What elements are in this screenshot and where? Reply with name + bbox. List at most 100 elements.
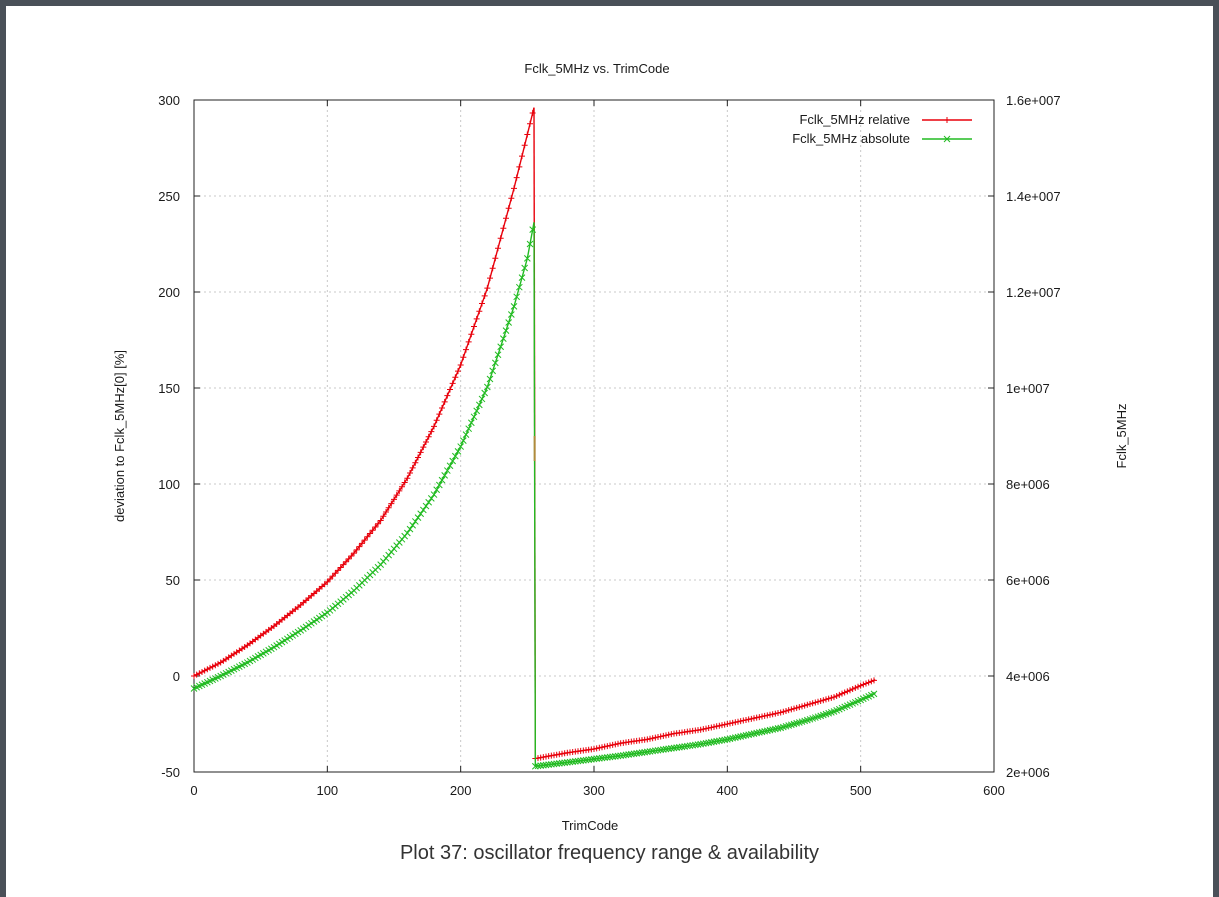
- series-relative-point: [329, 573, 336, 580]
- series-relative-point: [495, 245, 501, 252]
- series-relative-point: [855, 683, 861, 690]
- series-absolute-point: [763, 727, 771, 735]
- series-relative-point: [852, 684, 859, 691]
- series-absolute-point: [689, 741, 697, 749]
- series-absolute-step: [533, 222, 537, 767]
- chart: 0 100 200 300 400 500 600 -50 0 50 100 150 200 250 300…: [112, 61, 1129, 833]
- series-absolute-point: [515, 283, 523, 291]
- y-tick-label: 200: [158, 285, 180, 300]
- series-relative-point: [505, 205, 512, 212]
- series-absolute-point: [441, 472, 449, 479]
- y2-tick-label: 1e+007: [1006, 381, 1050, 396]
- series-absolute-point: [654, 746, 662, 754]
- series-absolute-point: [566, 758, 574, 766]
- series-relative-point: [801, 702, 808, 709]
- series-relative-point: [481, 292, 488, 299]
- series-relative-point: [524, 131, 531, 138]
- series-absolute-point: [715, 737, 723, 745]
- x-tick-label: 400: [716, 783, 738, 798]
- series-absolute-point: [734, 733, 742, 741]
- series-relative-point: [823, 696, 829, 703]
- series-relative-point: [753, 714, 760, 721]
- series-relative-point: [596, 744, 603, 751]
- series-absolute-point: [643, 748, 651, 756]
- series-absolute-point: [598, 754, 606, 762]
- series-relative-point: [369, 527, 376, 534]
- series-relative-point: [212, 662, 219, 669]
- series-relative-point: [449, 380, 456, 387]
- series-relative-point: [431, 423, 437, 430]
- series-relative-point: [348, 553, 355, 559]
- series-relative-point: [463, 346, 469, 353]
- series-relative-point: [831, 694, 837, 701]
- series-relative-point: [404, 475, 411, 482]
- legend: Fclk_5MHz relative Fclk_5MHz absolute: [792, 112, 972, 146]
- series-absolute-point: [499, 335, 507, 343]
- series-absolute-point: [651, 747, 659, 755]
- series-absolute-point: [702, 739, 710, 747]
- series-relative-point: [775, 710, 781, 717]
- series-relative-point: [871, 677, 877, 684]
- series-relative-point: [737, 718, 744, 725]
- series-absolute-point: [582, 756, 590, 764]
- series-relative-point: [759, 713, 765, 720]
- legend-marker-absolute: [943, 135, 951, 143]
- series-relative-point: [785, 707, 792, 714]
- series-relative-point: [439, 404, 445, 411]
- series-absolute-point: [497, 343, 505, 351]
- series-relative-point: [489, 265, 496, 272]
- series-relative-point: [764, 712, 771, 719]
- x-tick-label: 500: [850, 783, 872, 798]
- series-relative-line: [535, 679, 876, 760]
- y-tick-label: 50: [166, 573, 180, 588]
- series-relative-point: [436, 411, 443, 418]
- series-relative-point: [399, 483, 405, 490]
- series-absolute-point: [758, 728, 766, 736]
- x-tick-label: 0: [190, 783, 197, 798]
- series-absolute-point: [502, 327, 510, 334]
- series-absolute-point: [601, 754, 609, 762]
- series-absolute-point: [574, 757, 582, 765]
- series-relative-point: [479, 300, 485, 307]
- series-absolute-point: [419, 506, 427, 514]
- series-absolute-point: [523, 255, 531, 262]
- series-relative-point: [409, 464, 416, 471]
- x-axis-title: TrimCode: [562, 818, 619, 833]
- series-absolute-point: [649, 747, 657, 755]
- y-tick-label: 150: [158, 381, 180, 396]
- series-relative-point: [612, 741, 619, 748]
- series-absolute-point: [585, 756, 593, 764]
- x-tick-label: 300: [583, 783, 605, 798]
- series-relative-point: [836, 691, 843, 698]
- series-absolute-point: [486, 375, 494, 383]
- series-absolute-point: [766, 726, 774, 734]
- series-relative-point: [351, 550, 357, 557]
- series-relative-point: [204, 666, 211, 673]
- series-absolute-point: [619, 751, 627, 759]
- y2-tick-label: 1.4e+007: [1006, 189, 1061, 204]
- series-absolute-point: [657, 746, 665, 754]
- series-relative-point: [849, 686, 856, 693]
- series-relative-point: [844, 688, 851, 695]
- series-absolute-point: [630, 750, 638, 758]
- series-absolute: [190, 222, 878, 770]
- series-relative-point: [372, 524, 379, 531]
- series-absolute-point: [638, 749, 646, 756]
- series-absolute-point: [513, 293, 521, 301]
- series-relative-point: [527, 120, 533, 127]
- series-relative-point: [383, 509, 389, 516]
- grid: [194, 100, 994, 772]
- series-relative-point: [863, 680, 869, 687]
- series-relative-point: [375, 520, 381, 527]
- series-relative-point: [508, 195, 515, 202]
- series-absolute-point: [470, 413, 478, 421]
- series-relative-point: [724, 721, 731, 727]
- series-absolute-point: [577, 757, 585, 765]
- series-absolute-point: [739, 732, 747, 740]
- series-relative-point: [860, 681, 867, 688]
- series-relative-point: [511, 185, 517, 192]
- series-relative-point: [743, 716, 749, 723]
- series-relative-point: [423, 438, 429, 445]
- series-relative-point: [668, 731, 675, 738]
- series-absolute-point: [617, 752, 625, 760]
